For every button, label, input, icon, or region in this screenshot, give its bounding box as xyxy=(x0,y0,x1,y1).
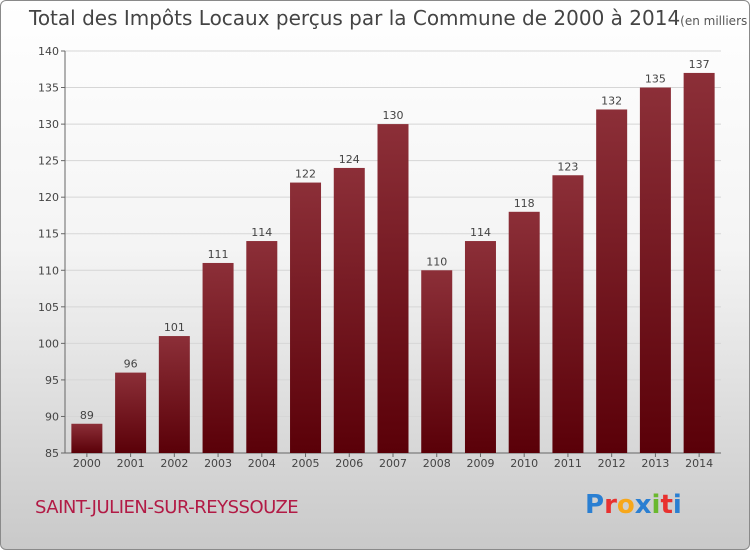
bars xyxy=(71,72,715,454)
x-tick-label-2002: 2002 xyxy=(160,457,188,470)
value-label-2004: 114 xyxy=(251,226,272,239)
value-label-2008: 110 xyxy=(426,255,447,268)
bar-2012 xyxy=(596,109,628,454)
y-tick-labels: 85 90 95 100 105 110 115 120 125 130 135 140 xyxy=(38,45,59,460)
bar-2010 xyxy=(508,211,540,453)
x-tick-label-2008: 2008 xyxy=(423,457,451,470)
chart-title: Total des Impôts Locaux perçus par la Co… xyxy=(29,6,749,30)
bar-2000 xyxy=(71,423,103,453)
x-tick-label-2006: 2006 xyxy=(335,457,363,470)
proxiti-logo: Proxiti xyxy=(585,490,682,520)
x-tick-label-2012: 2012 xyxy=(598,457,626,470)
y-tick-label: 130 xyxy=(38,118,59,131)
bar-2014 xyxy=(683,72,715,453)
x-tick-label-2014: 2014 xyxy=(685,457,713,470)
bar-2002 xyxy=(158,336,190,453)
value-label-2011: 123 xyxy=(557,160,578,173)
x-tick-label-2013: 2013 xyxy=(641,457,669,470)
y-tick-label: 95 xyxy=(45,374,59,387)
x-tick-label-2007: 2007 xyxy=(379,457,407,470)
x-tick-label-2004: 2004 xyxy=(248,457,276,470)
commune-name: SAINT-JULIEN-SUR-REYSSOUZE xyxy=(35,497,299,518)
logo-letter: t xyxy=(660,490,673,520)
value-label-2014: 137 xyxy=(689,58,710,71)
value-label-2003: 111 xyxy=(208,248,229,261)
y-tick-label: 125 xyxy=(38,155,59,168)
bar-2008 xyxy=(421,270,453,453)
logo-letter: i xyxy=(672,490,682,520)
logo-letter: P xyxy=(585,490,605,520)
value-label-2002: 101 xyxy=(164,321,185,334)
x-tick-label-2010: 2010 xyxy=(510,457,538,470)
y-tick-label: 105 xyxy=(38,301,59,314)
y-tick-label: 90 xyxy=(45,410,59,423)
bar-2009 xyxy=(464,241,496,453)
bar-2005 xyxy=(290,182,322,453)
x-tick-label-2011: 2011 xyxy=(554,457,582,470)
value-label-2012: 132 xyxy=(601,94,622,107)
value-labels: 89 96 101 111 114 122 124 130 110 114 118 123 132 135… xyxy=(80,58,710,422)
x-tick-label-2003: 2003 xyxy=(204,457,232,470)
value-label-2001: 96 xyxy=(124,358,138,371)
bar-2001 xyxy=(115,372,147,453)
x-tick-label-2005: 2005 xyxy=(292,457,320,470)
y-tick-label: 140 xyxy=(38,45,59,58)
x-tick-label-2009: 2009 xyxy=(466,457,494,470)
bar-2006 xyxy=(333,167,365,454)
value-label-2007: 130 xyxy=(383,109,404,122)
logo-letter: i xyxy=(651,490,661,520)
value-label-2013: 135 xyxy=(645,73,666,86)
x-tick-label-2000: 2000 xyxy=(73,457,101,470)
unit-label: (en milliers d'€) xyxy=(680,14,749,28)
y-tick-label: 115 xyxy=(38,228,59,241)
bar-2004 xyxy=(246,241,278,453)
value-label-2006: 124 xyxy=(339,153,360,166)
logo-letter: o xyxy=(616,490,635,520)
y-tick-label: 85 xyxy=(45,447,59,460)
value-label-2010: 118 xyxy=(514,197,535,210)
bar-2003 xyxy=(202,262,234,453)
bar-2007 xyxy=(377,124,409,453)
value-label-2005: 122 xyxy=(295,168,316,181)
x-tick-labels: 2000 2001 2002 2003 2004 2005 2006 2007 2008 2009… xyxy=(73,457,713,470)
y-tick-label: 135 xyxy=(38,82,59,95)
y-tick-label: 110 xyxy=(38,264,59,277)
title-text: Total des Impôts Locaux perçus par la Co… xyxy=(29,6,681,30)
y-tick-label: 100 xyxy=(38,337,59,350)
y-tick-label: 120 xyxy=(38,191,59,204)
logo-letter: x xyxy=(634,490,652,520)
logo-letter: r xyxy=(604,490,617,520)
x-tick-label-2001: 2001 xyxy=(117,457,145,470)
value-label-2000: 89 xyxy=(80,409,94,422)
bar-2013 xyxy=(639,87,671,453)
bar-2011 xyxy=(552,175,584,453)
value-label-2009: 114 xyxy=(470,226,491,239)
